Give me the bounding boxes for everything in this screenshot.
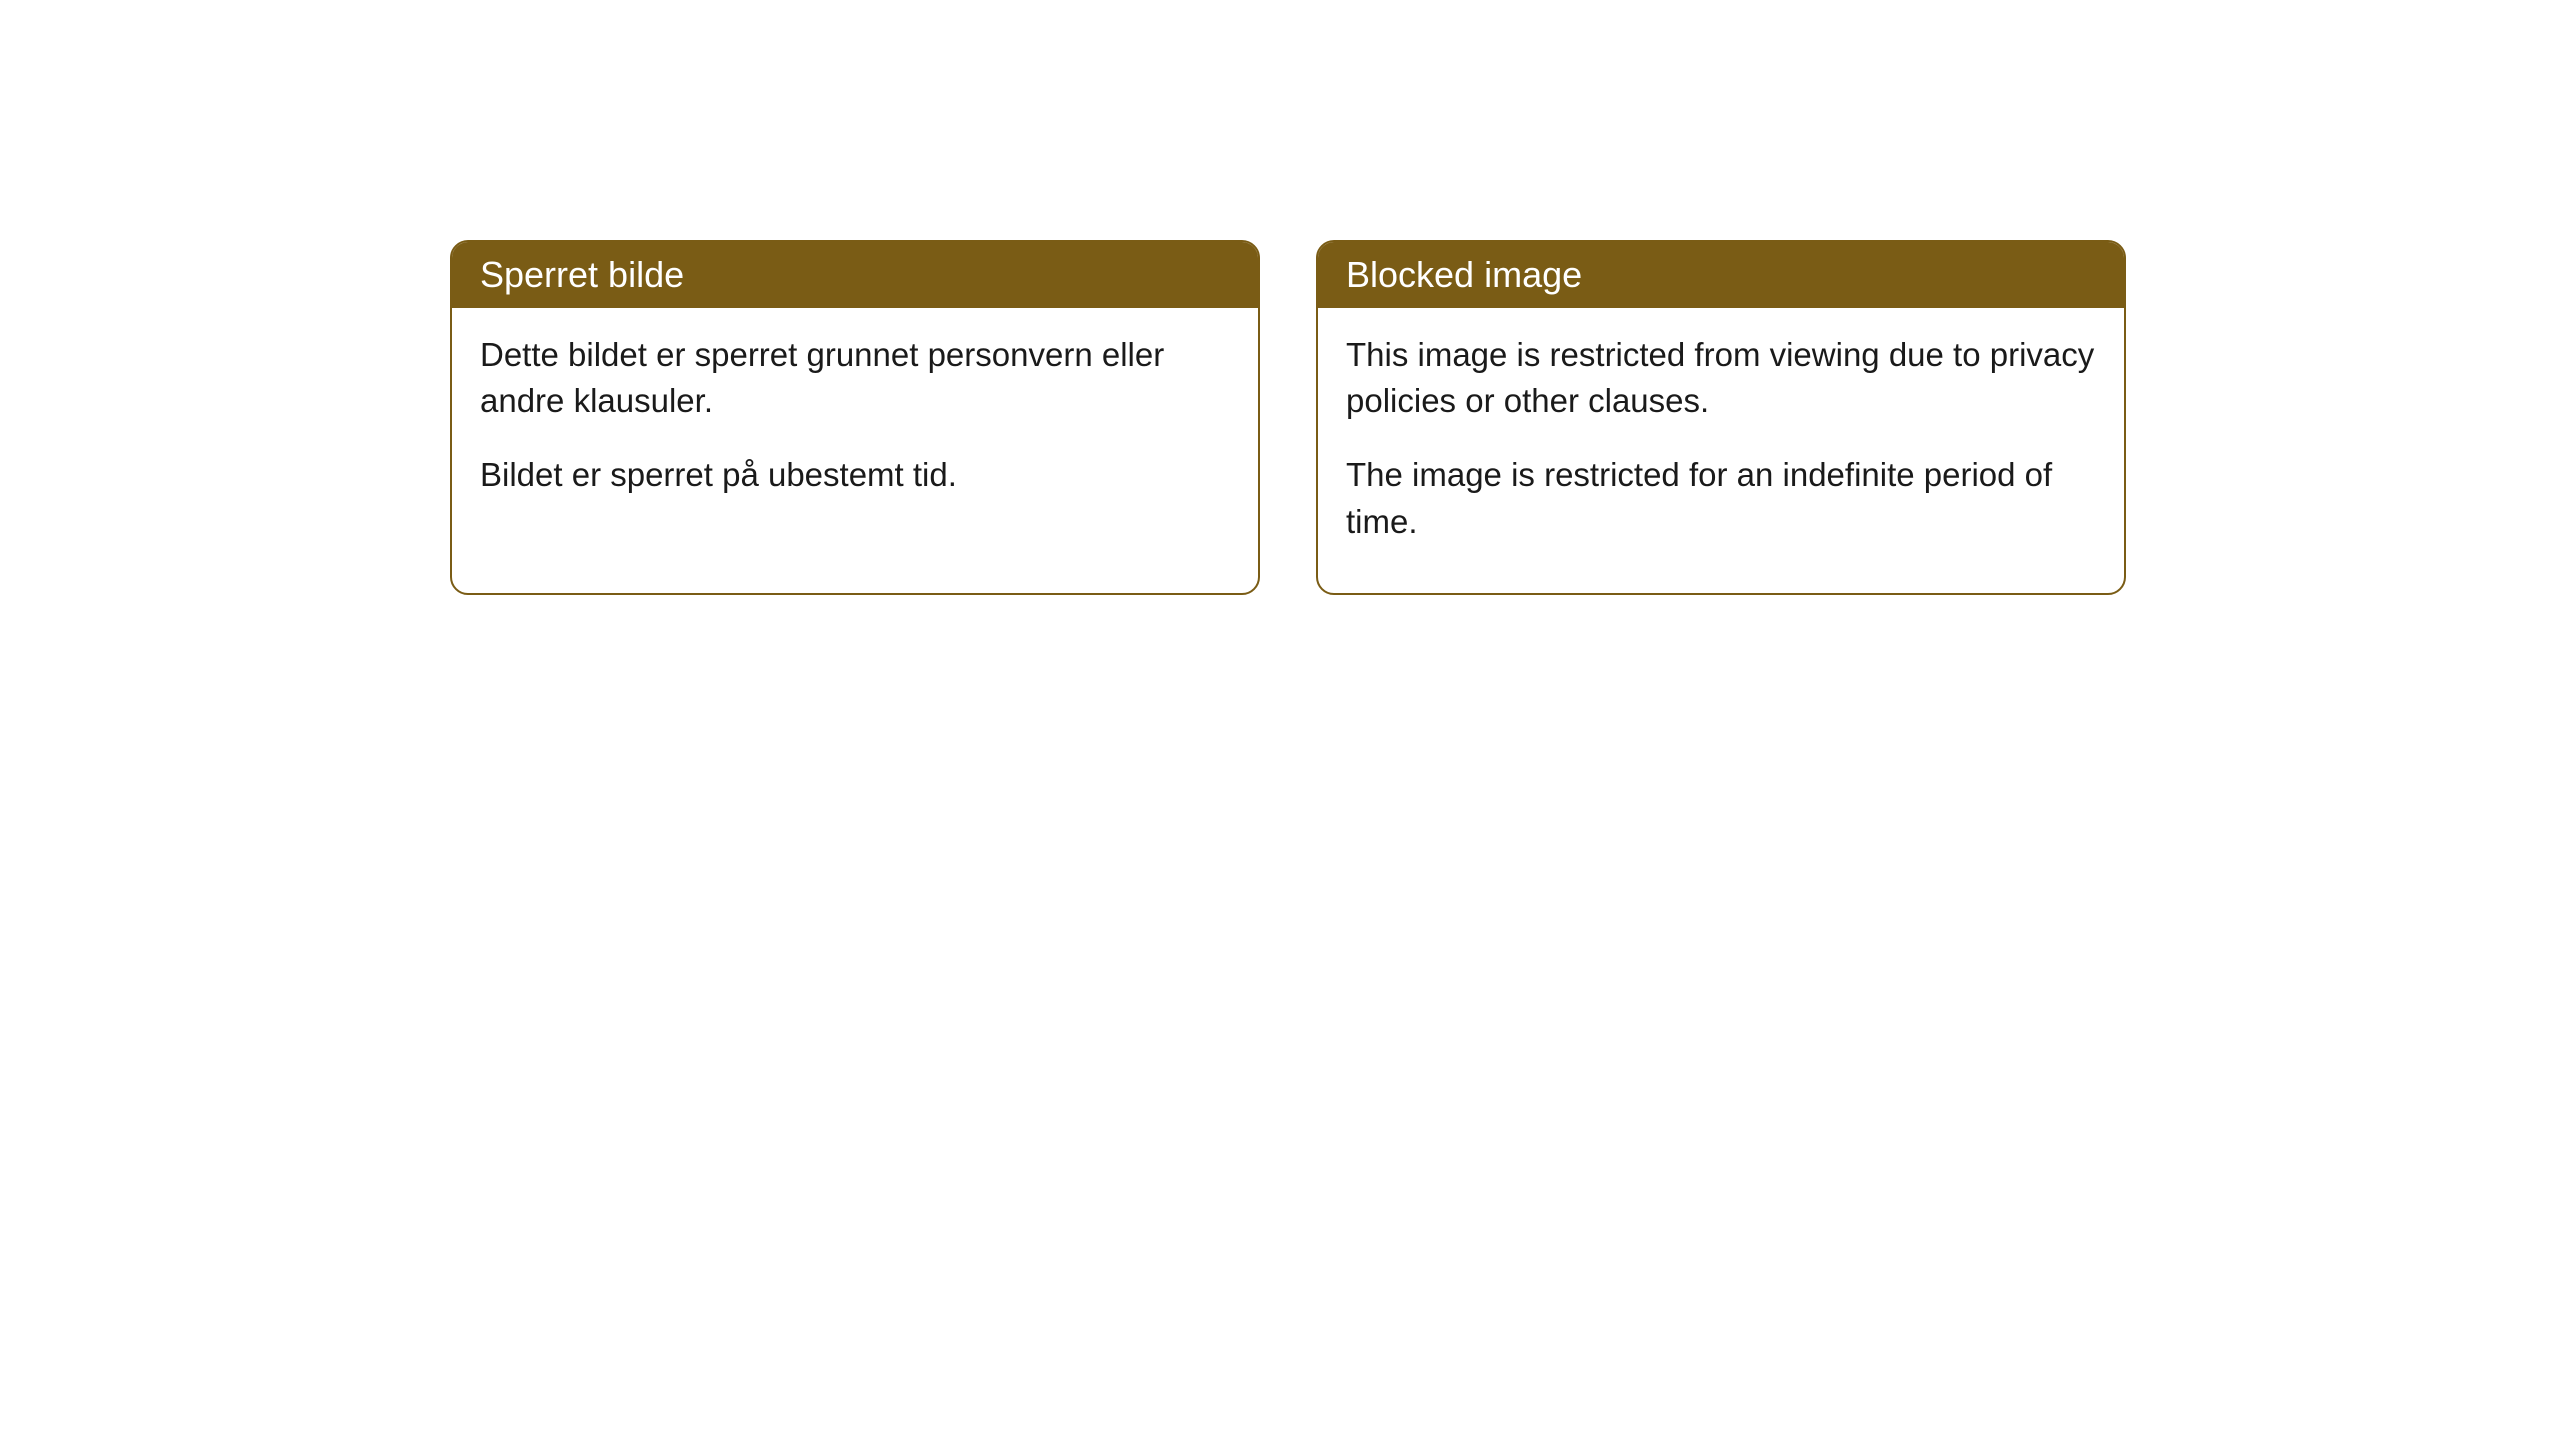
card-paragraph: This image is restricted from viewing du… (1346, 332, 2096, 424)
notice-cards-container: Sperret bilde Dette bildet er sperret gr… (450, 240, 2126, 595)
notice-card-norwegian: Sperret bilde Dette bildet er sperret gr… (450, 240, 1260, 595)
card-title: Sperret bilde (480, 254, 684, 295)
card-paragraph: The image is restricted for an indefinit… (1346, 452, 2096, 544)
card-header: Sperret bilde (452, 242, 1258, 308)
card-paragraph: Bildet er sperret på ubestemt tid. (480, 452, 1230, 498)
card-body: This image is restricted from viewing du… (1318, 308, 2124, 593)
card-header: Blocked image (1318, 242, 2124, 308)
card-title: Blocked image (1346, 254, 1582, 295)
notice-card-english: Blocked image This image is restricted f… (1316, 240, 2126, 595)
card-paragraph: Dette bildet er sperret grunnet personve… (480, 332, 1230, 424)
card-body: Dette bildet er sperret grunnet personve… (452, 308, 1258, 547)
